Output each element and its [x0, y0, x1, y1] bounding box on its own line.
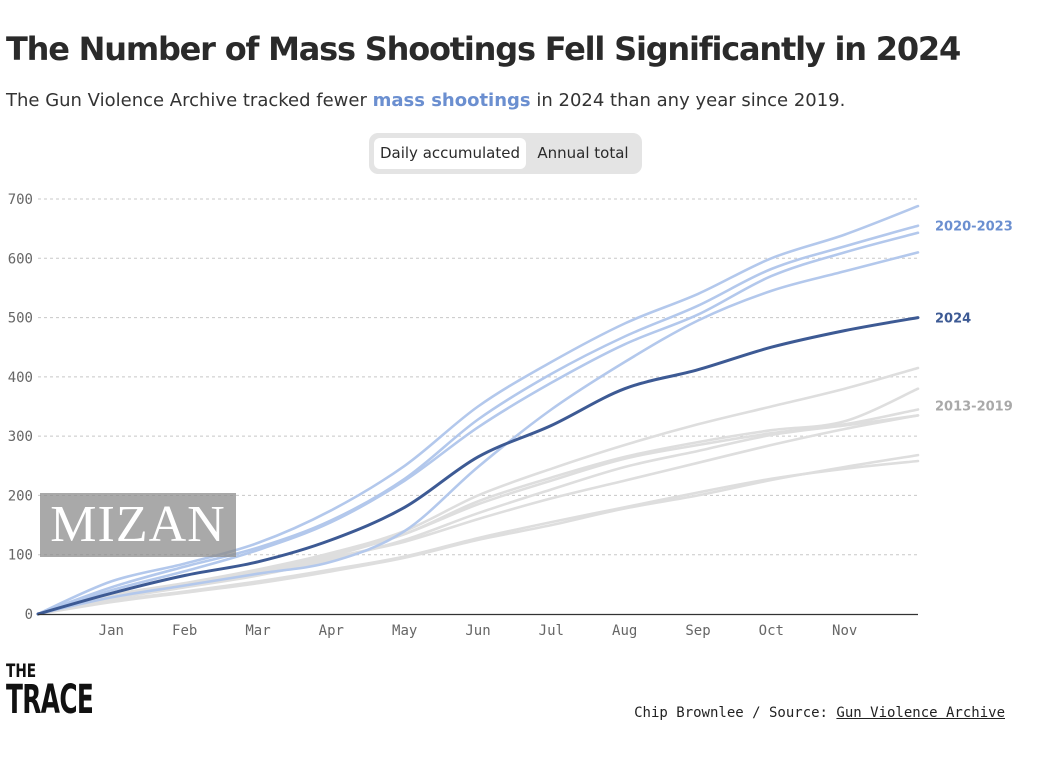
watermark-text: MIZAN: [50, 496, 226, 553]
series-label-older: 2013-2019: [935, 399, 1013, 414]
series-line-2023[interactable]: [36, 231, 920, 616]
chart-subtitle: The Gun Violence Archive tracked fewer m…: [6, 90, 845, 111]
y-tick-label: 300: [8, 429, 33, 445]
chart-title: The Number of Mass Shootings Fell Signif…: [6, 30, 961, 68]
y-tick-label: 500: [8, 311, 33, 327]
series-line-2020[interactable]: [36, 251, 920, 616]
x-tick-label: May: [392, 623, 417, 639]
x-tick-label: Apr: [319, 623, 344, 639]
x-tick-label: Feb: [172, 623, 197, 639]
x-tick-label: Jul: [539, 623, 564, 639]
series-labels: 2020-2023 2024 2013-2019: [935, 220, 1013, 415]
the-trace-logo[interactable]: THE TRACE: [6, 660, 147, 723]
series-line-2018[interactable]: [36, 414, 920, 616]
view-toggle: Daily accumulated Annual total: [369, 133, 642, 174]
x-tick-label: Mar: [245, 623, 270, 639]
x-tick-label: Aug: [612, 623, 637, 639]
x-tick-label: Jan: [99, 623, 124, 639]
series-label-highlight: 2024: [935, 312, 971, 327]
subtitle-text-before: The Gun Violence Archive tracked fewer: [6, 90, 373, 111]
y-tick-label: 0: [25, 607, 33, 623]
logo-line-1: THE: [6, 660, 37, 682]
series-line-2014[interactable]: [36, 453, 920, 616]
y-tick-label: 200: [8, 488, 33, 504]
series-line-2022[interactable]: [36, 224, 920, 616]
y-tick-label: 400: [8, 370, 33, 386]
series-line-2019[interactable]: [36, 366, 920, 616]
subtitle-text-after: in 2024 than any year since 2019.: [530, 90, 846, 111]
logo-line-2: TRACE: [6, 677, 94, 723]
toggle-annual-total[interactable]: Annual total: [537, 144, 629, 162]
line-chart: 0 100 200 300 400 500 600 700 Jan Feb Mar Apr May Ju…: [8, 192, 1013, 639]
x-tick-label: Oct: [759, 623, 784, 639]
credit-line: Chip Brownlee / Source: Gun Violence Arc…: [634, 705, 1005, 721]
series-label-recent: 2020-2023: [935, 220, 1013, 235]
x-tick-label: Jun: [465, 623, 490, 639]
series-2020-2023: [36, 204, 920, 616]
x-tick-label: Sep: [685, 623, 710, 639]
mass-shootings-highlight[interactable]: mass shootings: [372, 90, 531, 111]
series-line-2024[interactable]: [36, 316, 920, 616]
y-tick-label: 100: [8, 548, 33, 564]
series-2013-2019: [36, 366, 920, 616]
toggle-daily-accumulated[interactable]: Daily accumulated: [374, 138, 526, 169]
series-line-2021[interactable]: [36, 204, 920, 616]
watermark: MIZAN: [40, 493, 236, 557]
series-2024: [36, 316, 920, 616]
y-axis-ticks: 0 100 200 300 400 500 600 700: [8, 192, 33, 623]
x-axis-ticks: Jan Feb Mar Apr May Jun Jul Aug Sep Oct Nov: [99, 623, 858, 639]
credit-prefix: Chip Brownlee / Source:: [634, 705, 837, 721]
y-tick-label: 700: [8, 192, 33, 208]
x-tick-label: Nov: [832, 623, 857, 639]
source-link[interactable]: Gun Violence Archive: [836, 705, 1005, 721]
y-tick-label: 600: [8, 251, 33, 267]
